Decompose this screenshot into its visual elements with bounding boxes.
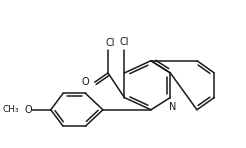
- Text: N: N: [169, 102, 176, 112]
- Text: O: O: [25, 105, 32, 115]
- Text: Cl: Cl: [105, 38, 115, 48]
- Text: Cl: Cl: [120, 37, 129, 47]
- Text: O: O: [82, 77, 90, 87]
- Text: CH₃: CH₃: [2, 105, 19, 114]
